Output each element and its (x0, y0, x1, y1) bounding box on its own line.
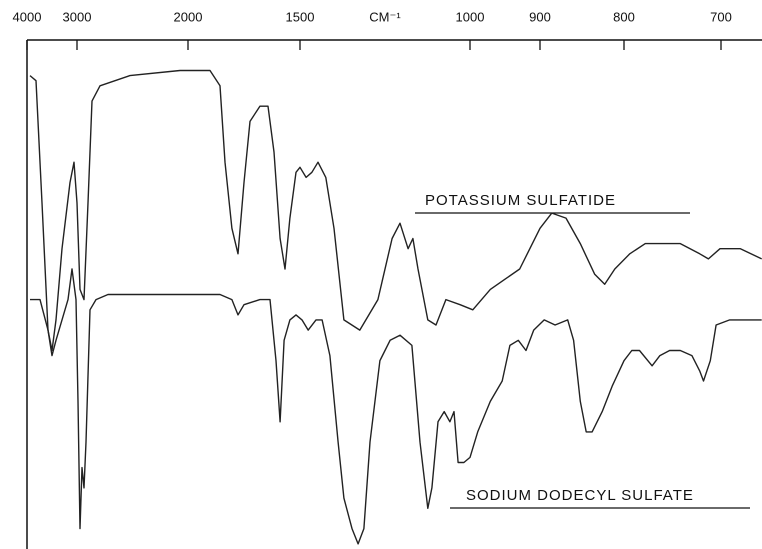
x-axis-label: CM⁻¹ (369, 9, 401, 24)
spectrum-line (30, 268, 762, 545)
annotation: POTASSIUM SULFATIDE (425, 192, 616, 209)
x-tick-label: 3000 (63, 9, 92, 24)
x-tick-label: 800 (613, 9, 635, 24)
x-tick-label: 4000 (13, 9, 42, 24)
annotation: SODIUM DODECYL SULFATE (466, 487, 694, 504)
x-tick-label: 700 (710, 9, 732, 24)
x-tick-label: 2000 (174, 9, 203, 24)
x-tick-label: 900 (529, 9, 551, 24)
spectrum-line (29, 69, 762, 352)
x-tick-label: 1500 (286, 9, 315, 24)
x-tick-label: 1000 (456, 9, 485, 24)
